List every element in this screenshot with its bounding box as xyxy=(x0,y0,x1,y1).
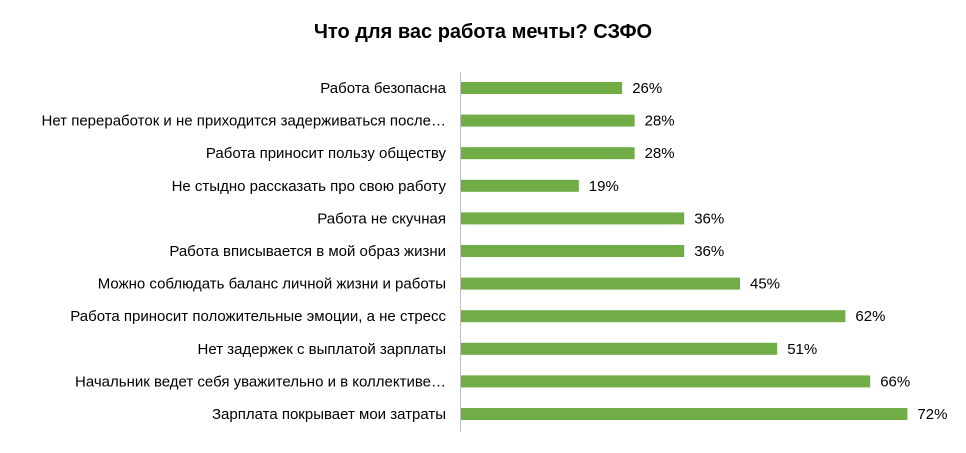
bar xyxy=(461,179,579,192)
data-label: 28% xyxy=(645,145,675,162)
category-label: Работа приносит пользу обществу xyxy=(206,145,447,162)
bar xyxy=(461,310,846,323)
category-label: Можно соблюдать баланс личной жизни и ра… xyxy=(98,276,446,293)
bar xyxy=(461,114,635,127)
category-label: Не стыдно рассказать про свою работу xyxy=(172,178,447,195)
data-label: 51% xyxy=(787,341,817,358)
category-label: Работа вписывается в мой образ жизни xyxy=(169,243,446,260)
category-label: Работа безопасна xyxy=(320,80,446,97)
data-label: 28% xyxy=(645,113,675,130)
bar xyxy=(461,82,623,94)
bar xyxy=(461,277,740,290)
data-label: 36% xyxy=(694,210,724,227)
data-label: 66% xyxy=(880,373,910,390)
chart-title: Что для вас работа мечты? СЗФО xyxy=(314,21,652,43)
bar xyxy=(461,408,908,420)
category-label: Работа приносит положительные эмоции, а … xyxy=(70,308,446,325)
category-label: Зарплата покрывает мои затраты xyxy=(212,406,446,423)
bar xyxy=(461,375,871,388)
data-label: 62% xyxy=(855,308,885,325)
data-label: 26% xyxy=(632,80,662,97)
bar xyxy=(461,212,685,225)
category-label: Начальник ведет себя уважительно и в кол… xyxy=(75,373,446,390)
category-label: Работа не скучная xyxy=(317,210,446,227)
bar xyxy=(461,147,635,160)
bars-group: Работа безопасна 26% Нет переработок и не … xyxy=(42,80,948,423)
category-label: Нет переработок и не приходится задержив… xyxy=(42,113,447,130)
data-label: 72% xyxy=(917,406,947,423)
data-label: 45% xyxy=(750,276,780,293)
data-label: 36% xyxy=(694,243,724,260)
bar xyxy=(461,245,685,257)
data-label: 19% xyxy=(589,178,619,195)
category-label: Нет задержек с выплатой зарплаты xyxy=(198,341,446,358)
bar xyxy=(461,342,778,355)
